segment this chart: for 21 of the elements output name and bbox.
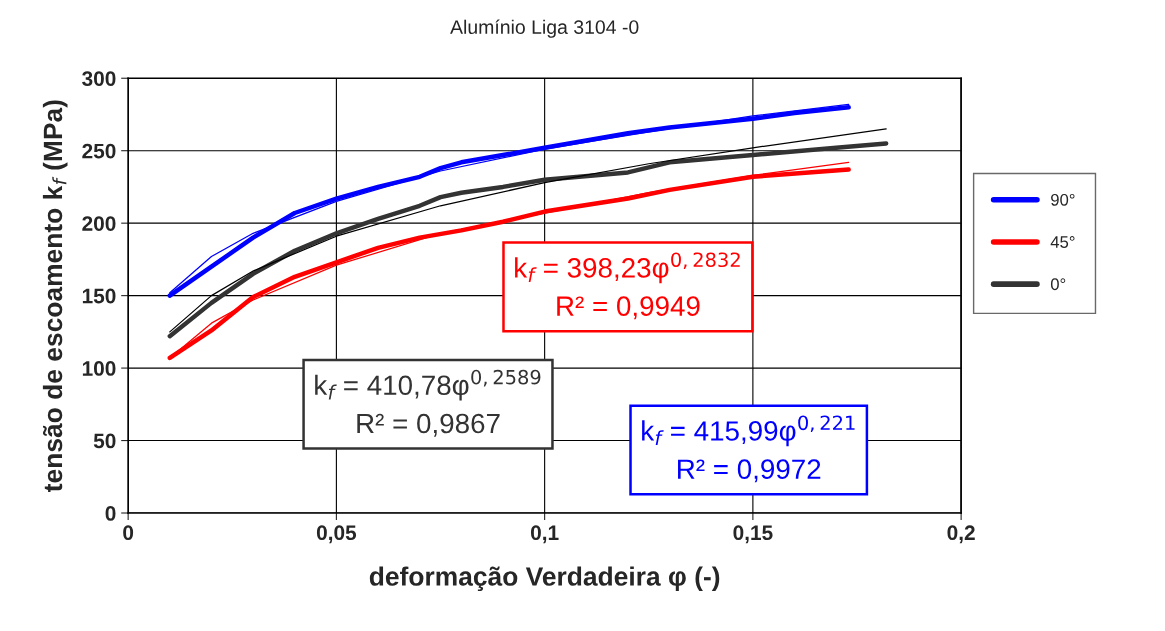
x-tick-label: 0,2: [947, 525, 975, 544]
y-tick-label: 200: [82, 216, 116, 231]
x-axis-title: deformação Verdadeira φ (-): [369, 566, 720, 592]
text: k$_{f}$ = 415,99φ$^{0,221}$ R² = 0,9972: [642, 415, 855, 483]
legend-label: 45°: [1050, 236, 1075, 248]
legend-label: 0°: [1050, 278, 1066, 291]
x-tick-label: 0,05: [316, 525, 357, 544]
chart-title: Alumínio Liga 3104 -0: [450, 19, 639, 38]
y-tick-label: 100: [82, 361, 116, 376]
text: k$_{f}$ = 410,78φ$^{0,2589}$ R² = 0,9867: [315, 369, 541, 437]
y-tick-label: 0: [105, 506, 116, 521]
text: k$_{f}$ = 398,23φ$^{0,2832}$ R² = 0,9949: [515, 252, 740, 320]
x-tick-label: 0: [123, 525, 134, 541]
y-axis-title: tensão de escoamento k$_{f}$ (MPa): [42, 100, 68, 492]
y-tick-label: 300: [82, 71, 116, 87]
y-tick-label: 150: [82, 288, 116, 304]
y-tick-label: 250: [82, 143, 116, 159]
y-tick-label: 50: [93, 433, 116, 449]
legend-label: 90°: [1051, 193, 1075, 206]
x-tick-label: 0,1: [530, 525, 559, 544]
x-tick-label: 0,15: [733, 525, 773, 544]
